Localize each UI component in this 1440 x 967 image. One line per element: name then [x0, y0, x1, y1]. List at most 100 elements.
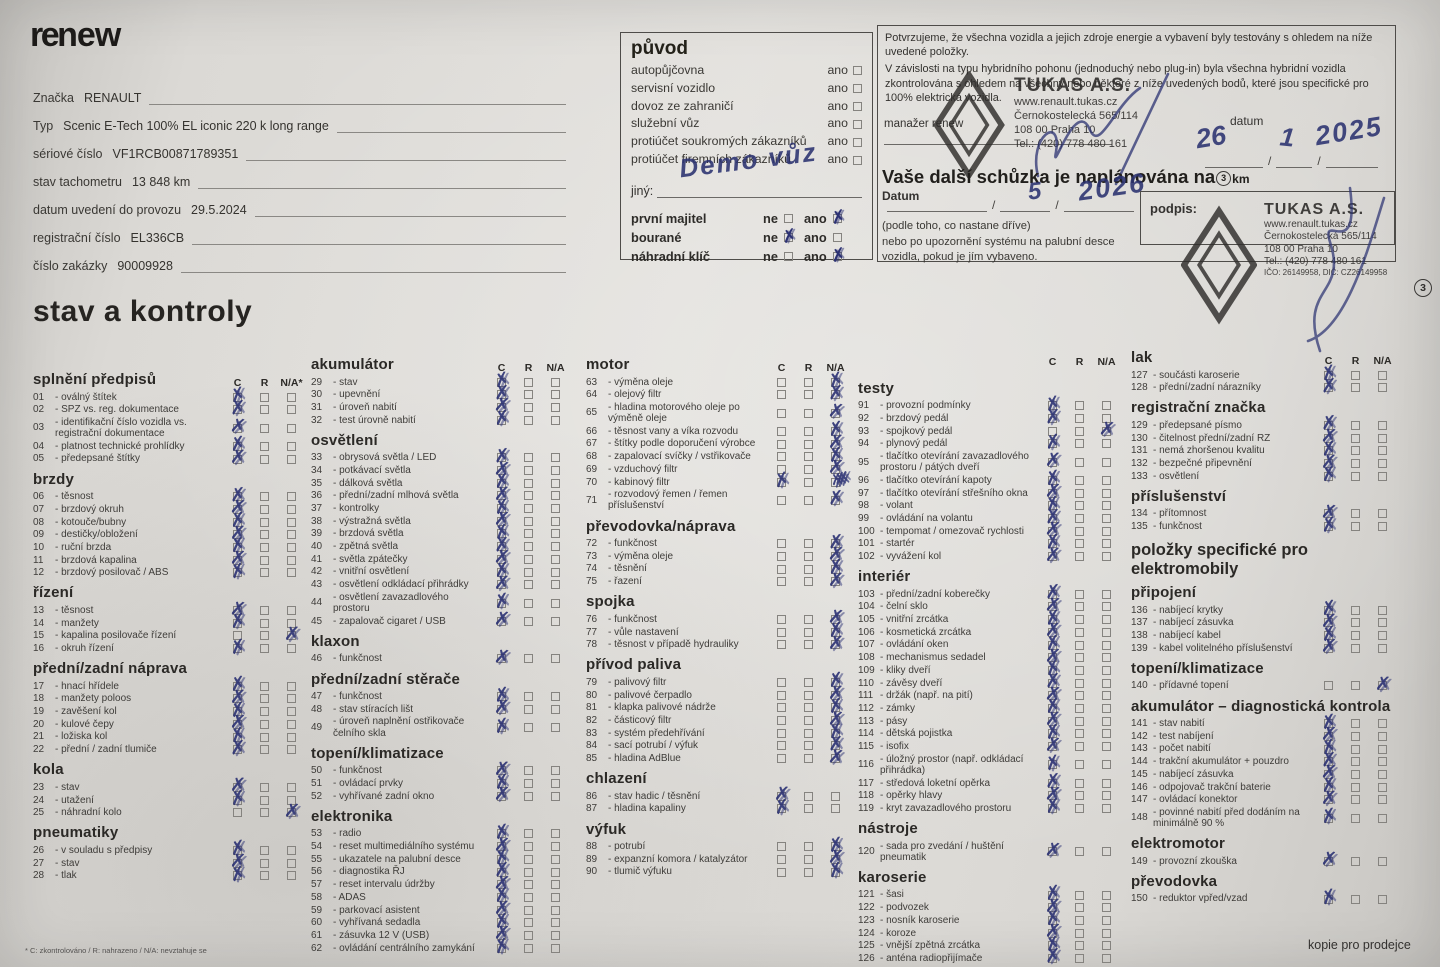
checkbox [1102, 847, 1111, 857]
checkbox [1102, 414, 1111, 424]
checkbox-c: ✗ [1315, 501, 1342, 524]
checkbox-c: ✗ [488, 910, 515, 934]
item-label: - trakční akumulátor + pouzdro [1153, 756, 1289, 768]
checkbox [233, 719, 242, 729]
checkbox [1075, 847, 1084, 857]
checkbox [287, 618, 296, 628]
checklist-item-row: 129- předepsané písmo ✗ [1131, 413, 1396, 435]
checkbox [1102, 401, 1111, 411]
checkbox-na [1093, 902, 1120, 913]
checklist-item-row: 104- čelní sklo ✗ [858, 594, 1120, 617]
checklist-item-row: 56- diagnostika ŘJ ✗ [311, 860, 569, 882]
checkbox [497, 880, 506, 890]
vehicle-fields: Značka RENAULT Typ Scenic E-Tech 100% EL ic… [33, 90, 566, 286]
checklist-item-row: 143- počet nabití ✗ [1131, 736, 1396, 760]
checklist-item-row: 150- reduktor vpřed/vzad ✗ [1131, 886, 1396, 910]
checkbox-na: ✗ [822, 847, 849, 869]
checkbox-na [1093, 665, 1120, 676]
checkbox [1324, 795, 1333, 805]
checkbox-na [1093, 513, 1120, 524]
column-header-c: C [1048, 356, 1057, 368]
checklist-item-row: 54- reset multimediálního systému ✗ [311, 834, 569, 856]
checkbox-na [542, 867, 569, 878]
column-header-na: N/A* [280, 376, 303, 389]
checklist-item-row: 124- koroze ✗ [858, 921, 1120, 943]
checkbox [1102, 742, 1111, 752]
stamp-city: 108 00 Praha 10 [1264, 243, 1338, 255]
item-label: - stav [333, 376, 358, 388]
checkbox-na [1093, 526, 1120, 537]
ne-checkbox-wrap: ✗ [780, 225, 799, 248]
checkbox [287, 795, 296, 805]
checklist-item-row: 09- destičky/obložení ✗ [33, 522, 305, 544]
checkbox [497, 529, 506, 539]
checkbox-na [1093, 778, 1120, 789]
checkbox-c: ✗ [488, 484, 515, 506]
item-label: - vůle nastavení [608, 626, 679, 638]
checkbox-c: ✗ [224, 837, 251, 861]
checkbox [1102, 439, 1111, 449]
checkbox-c: ✗ [488, 590, 515, 614]
checkbox-r [795, 389, 822, 400]
checkbox [1102, 426, 1111, 436]
section-title: akumulátor [311, 356, 394, 373]
checkbox-c: ✗ [224, 534, 251, 558]
ano-label: ano [827, 80, 848, 95]
item-label: - vnější zpětná zrcátka [880, 940, 981, 952]
checkbox-r [515, 415, 542, 426]
item-number: 41 [311, 553, 323, 565]
checkbox [1102, 716, 1111, 726]
checkbox [1351, 813, 1360, 823]
item-label: - těsnost vany a víka rozvodu [608, 425, 739, 437]
section-title-row: pneumatiky [33, 825, 305, 842]
checkbox-na [1093, 413, 1120, 424]
origin-flag-label: bourané [631, 229, 682, 245]
checkbox-r [795, 564, 822, 575]
ano-checkbox [853, 66, 862, 76]
item-number: 35 [311, 477, 323, 489]
checklist-item-row: 80- palivové čerpadlo ✗ [586, 683, 849, 705]
checkbox-r [795, 538, 822, 549]
item-number: 56 [311, 866, 323, 878]
item-number: 60 [311, 917, 323, 929]
item-number: 139 [1131, 642, 1148, 654]
checkbox-r [251, 693, 278, 704]
item-number: 136 [1131, 604, 1148, 616]
checkbox [287, 707, 296, 717]
checkbox-na [1093, 438, 1120, 449]
checkbox-na: ✗ [822, 746, 849, 769]
checkbox-r [515, 653, 542, 664]
checkbox-c: ✗ [1315, 463, 1342, 487]
checkbox-c: ✗ [224, 384, 251, 408]
checklist-item-row: 05- předepsané štítky ✗ [33, 447, 305, 469]
checkbox [1378, 509, 1387, 519]
checkbox-na: ✗ [822, 569, 849, 591]
checkbox-r [515, 828, 542, 839]
checkbox-c [768, 439, 795, 450]
checklist-item-row: 17- hnací hřídele ✗ [33, 673, 305, 696]
checkbox-r [1342, 894, 1369, 905]
checkbox [260, 631, 269, 641]
checkbox-r [1342, 794, 1369, 805]
checkbox-r [251, 795, 278, 806]
checklist-item-row: 68- zapalovací svíčky / vstřikovače ✗ [586, 443, 849, 467]
checkbox [1351, 719, 1360, 729]
checkbox [831, 791, 840, 801]
checkbox-r [795, 740, 822, 751]
section-title-row: spojka [586, 594, 849, 611]
section-title-row: lak C R N/A [1131, 349, 1396, 366]
checkbox [233, 871, 242, 881]
checkbox-r [1342, 508, 1369, 519]
date-underline [1325, 157, 1378, 168]
checkbox-r [251, 744, 278, 755]
checkbox [1048, 653, 1057, 663]
checkbox [524, 766, 533, 776]
checkbox-na [1369, 630, 1396, 641]
item-label: - vnitřní osvětlení [333, 566, 410, 578]
checkbox-na [278, 504, 305, 515]
checkbox-c [1315, 680, 1342, 691]
checkbox-r [795, 451, 822, 462]
item-label: - ovládací prvky [333, 778, 404, 789]
checkbox [260, 517, 269, 527]
checklist-item-row: 51- ovládací prvky ✗ [311, 770, 569, 794]
